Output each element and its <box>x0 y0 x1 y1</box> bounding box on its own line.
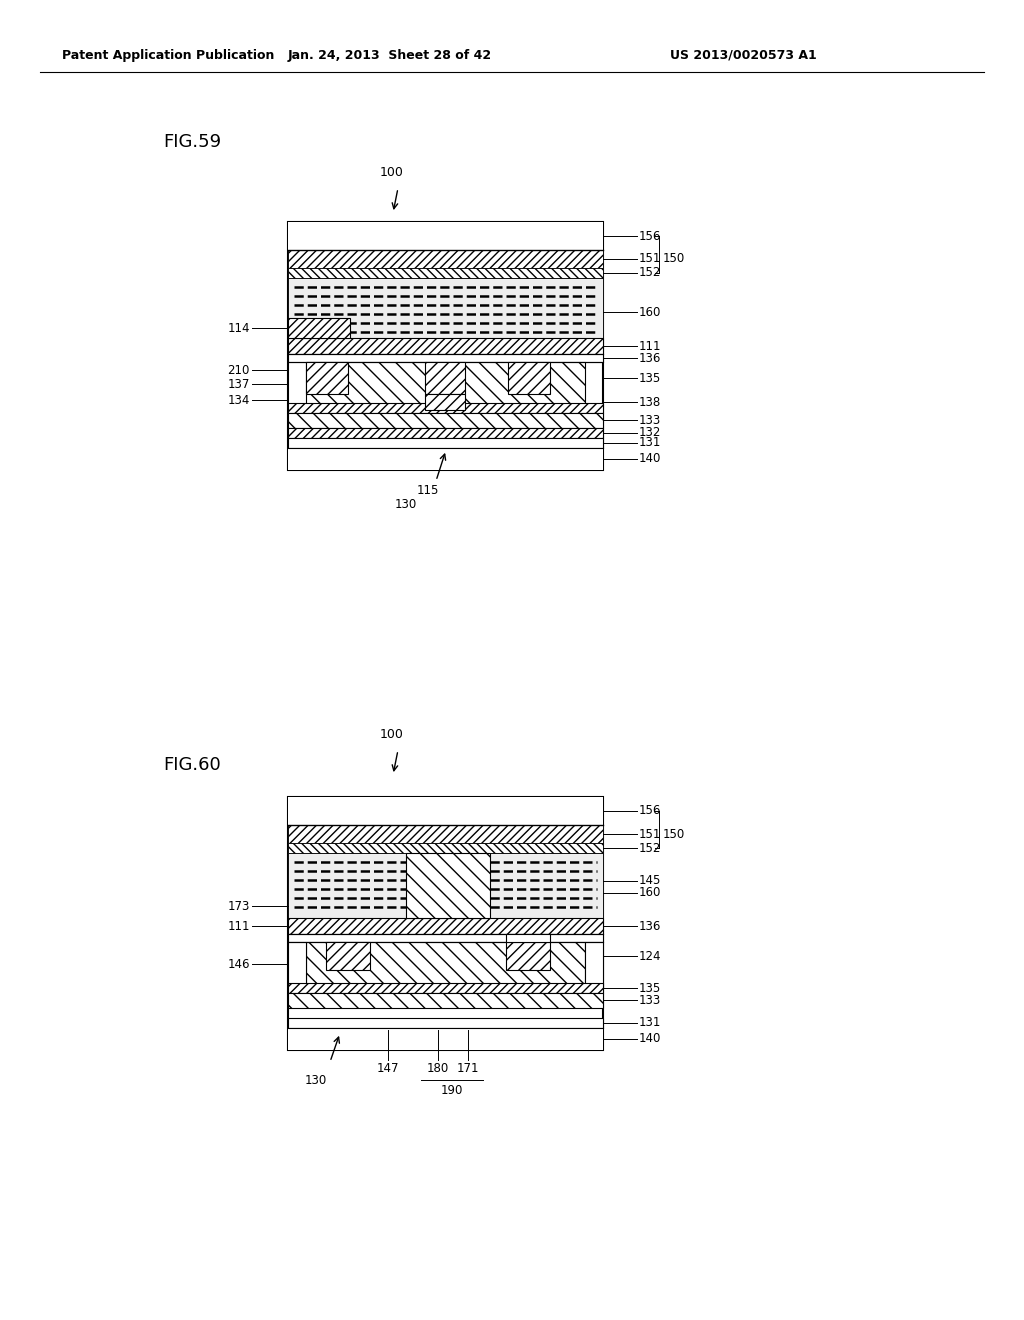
Bar <box>306 942 585 987</box>
Text: 131: 131 <box>639 1016 662 1030</box>
Bar <box>288 993 603 1008</box>
Text: 111: 111 <box>639 339 662 352</box>
Text: 180: 180 <box>427 1061 450 1074</box>
Bar <box>288 438 603 447</box>
Text: 111: 111 <box>227 920 250 932</box>
Text: 152: 152 <box>639 842 662 854</box>
Bar <box>288 222 603 470</box>
Text: 138: 138 <box>639 396 662 408</box>
Text: FIG.59: FIG.59 <box>163 133 221 150</box>
Bar <box>288 797 603 825</box>
Text: 135: 135 <box>639 982 662 994</box>
Text: 150: 150 <box>663 828 685 841</box>
Bar <box>288 268 603 279</box>
Text: 147: 147 <box>377 1061 399 1074</box>
Text: 133: 133 <box>639 413 662 426</box>
Text: 135: 135 <box>639 371 662 384</box>
Bar <box>288 983 603 993</box>
Bar <box>288 318 350 338</box>
Bar <box>288 797 603 1049</box>
Bar <box>326 942 370 970</box>
Bar <box>288 917 603 935</box>
Bar <box>306 362 348 393</box>
Text: 151: 151 <box>639 252 662 265</box>
Bar <box>508 362 550 393</box>
Bar <box>288 338 603 354</box>
Bar <box>288 222 603 249</box>
Bar <box>425 393 465 411</box>
Bar <box>288 942 306 987</box>
Text: 151: 151 <box>639 828 662 841</box>
Text: 130: 130 <box>395 498 417 511</box>
Text: 160: 160 <box>639 887 662 899</box>
Text: 124: 124 <box>639 949 662 962</box>
Bar <box>288 825 603 843</box>
Text: US 2013/0020573 A1: US 2013/0020573 A1 <box>670 49 817 62</box>
Text: 156: 156 <box>639 804 662 817</box>
Bar <box>406 853 490 917</box>
Text: 130: 130 <box>305 1073 327 1086</box>
Bar <box>288 1018 603 1028</box>
Text: 140: 140 <box>639 453 662 466</box>
Text: 114: 114 <box>227 322 250 334</box>
Bar <box>288 249 603 268</box>
Bar <box>585 942 603 987</box>
Bar <box>288 279 603 338</box>
Text: Jan. 24, 2013  Sheet 28 of 42: Jan. 24, 2013 Sheet 28 of 42 <box>288 49 493 62</box>
Text: Patent Application Publication: Patent Application Publication <box>62 49 274 62</box>
Text: 190: 190 <box>440 1085 463 1097</box>
Text: 160: 160 <box>639 305 662 318</box>
Text: 140: 140 <box>639 1032 662 1045</box>
Bar <box>425 362 465 393</box>
Text: 145: 145 <box>639 874 662 887</box>
Text: 115: 115 <box>417 483 439 496</box>
Text: 171: 171 <box>457 1061 479 1074</box>
Text: 152: 152 <box>639 267 662 280</box>
Text: 210: 210 <box>227 363 250 376</box>
Bar <box>288 853 603 917</box>
Text: 137: 137 <box>227 378 250 391</box>
Bar <box>506 935 550 942</box>
Bar <box>288 1028 603 1049</box>
Text: 146: 146 <box>227 957 250 970</box>
Text: FIG.60: FIG.60 <box>163 756 221 774</box>
Bar <box>288 413 603 428</box>
Bar <box>288 447 603 470</box>
Bar <box>288 354 603 362</box>
Text: 133: 133 <box>639 994 662 1006</box>
Text: 100: 100 <box>380 165 403 178</box>
Bar <box>288 843 603 853</box>
Bar <box>288 935 603 942</box>
Bar <box>288 428 603 438</box>
Text: 173: 173 <box>227 899 250 912</box>
Text: 131: 131 <box>639 437 662 450</box>
Text: 136: 136 <box>639 351 662 364</box>
Bar <box>506 942 550 970</box>
Text: 132: 132 <box>639 426 662 440</box>
Text: 150: 150 <box>663 252 685 265</box>
Bar <box>306 362 585 408</box>
Bar <box>288 403 603 413</box>
Text: 100: 100 <box>380 729 403 742</box>
Text: 156: 156 <box>639 230 662 243</box>
Text: 136: 136 <box>639 920 662 932</box>
Text: 134: 134 <box>227 393 250 407</box>
